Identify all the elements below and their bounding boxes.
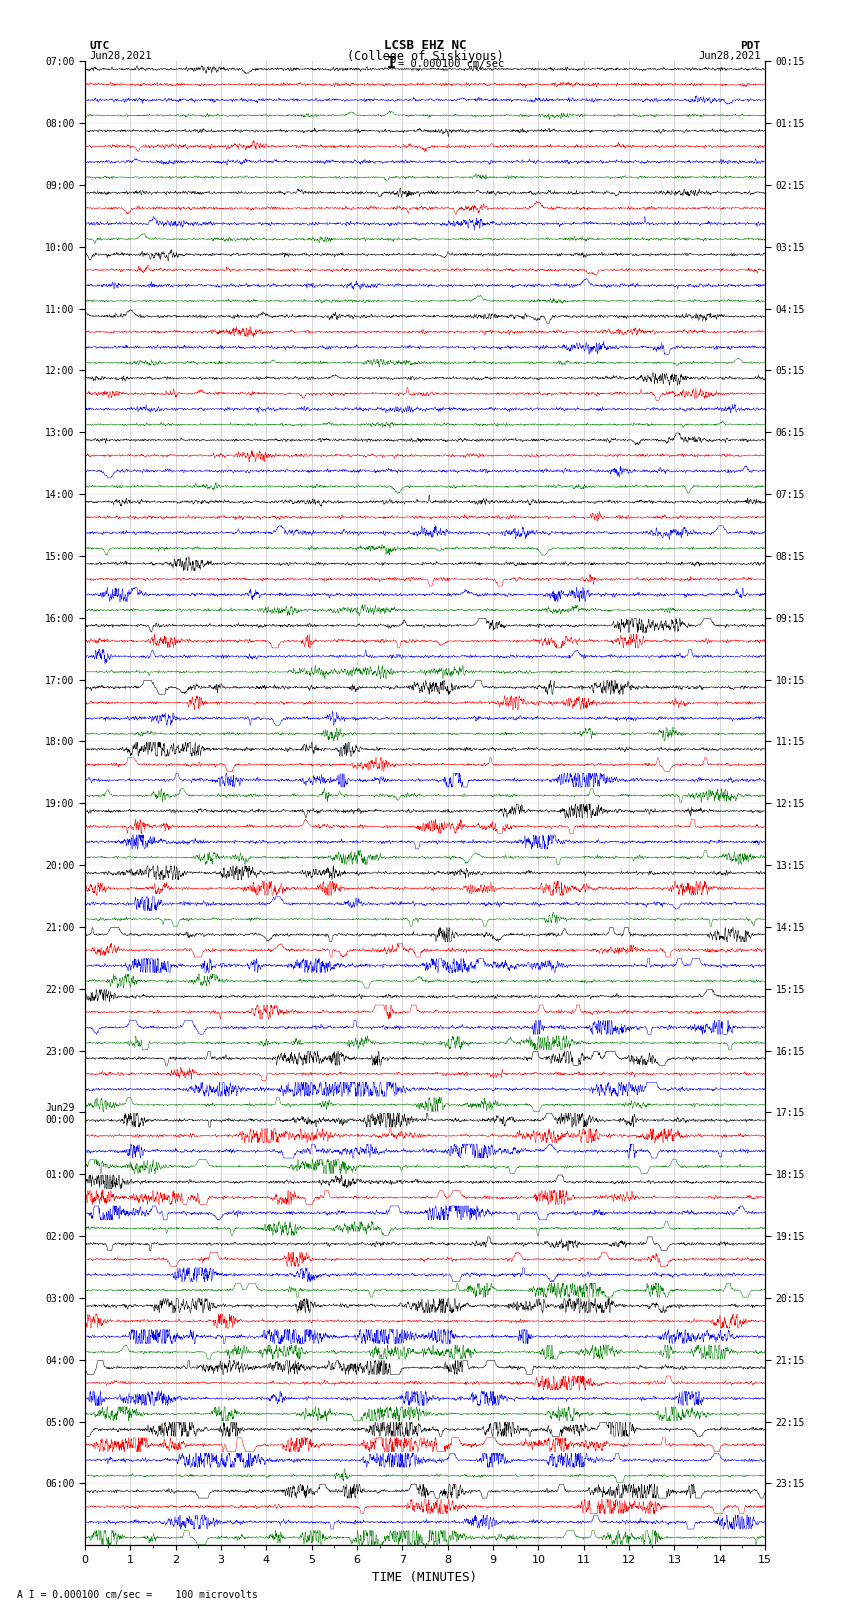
Text: (College of Siskiyous): (College of Siskiyous) <box>347 50 503 63</box>
Text: UTC: UTC <box>89 40 110 50</box>
Text: LCSB EHZ NC: LCSB EHZ NC <box>383 39 467 52</box>
Text: = 0.000100 cm/sec: = 0.000100 cm/sec <box>398 60 504 69</box>
Text: PDT: PDT <box>740 40 761 50</box>
Text: Jun28,2021: Jun28,2021 <box>698 52 761 61</box>
Text: Jun28,2021: Jun28,2021 <box>89 52 152 61</box>
Text: I: I <box>387 56 396 71</box>
X-axis label: TIME (MINUTES): TIME (MINUTES) <box>372 1571 478 1584</box>
Text: A I = 0.000100 cm/sec =    100 microvolts: A I = 0.000100 cm/sec = 100 microvolts <box>17 1590 258 1600</box>
